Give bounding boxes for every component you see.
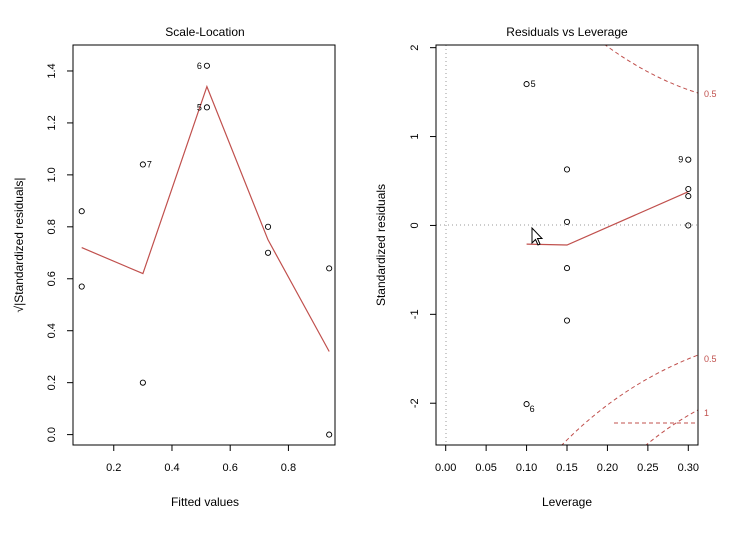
residuals-leverage-x-axis: 0.00 0.05 0.10 0.15 0.20 0.25 0.30: [435, 444, 699, 474]
scale-location-point: [326, 431, 333, 438]
scale-location-x-tick-label: 0.4: [164, 462, 179, 474]
scale-location-point: [139, 161, 146, 168]
scale-location-x-axis: 0.2 0.4 0.6 0.8: [106, 444, 296, 474]
scale-location-point: [203, 104, 210, 111]
scale-location-points: 7 6 5: [78, 61, 333, 438]
residuals-leverage-y-tick-label: 2: [409, 45, 421, 51]
residuals-leverage-point: [563, 218, 571, 225]
residuals-leverage-y-tick-label: -1: [409, 309, 421, 319]
residuals-leverage-x-tick-label: 0.05: [475, 462, 496, 474]
residuals-leverage-point: [685, 185, 692, 193]
residuals-leverage-x-tick-label: 0.20: [597, 462, 618, 474]
scale-location-x-tick-label: 0.8: [281, 462, 296, 474]
residuals-leverage-point: [523, 81, 530, 88]
residuals-leverage-point: [563, 265, 571, 272]
residuals-leverage-x-tick-label: 0.30: [678, 462, 699, 474]
scale-location-y-tick-label: 1.4: [46, 63, 58, 78]
scale-location-y-axis: 0.0 0.2 0.4 0.6 0.8 1.0 1.2 1.4: [46, 63, 74, 442]
scale-location-y-tick-label: 1.0: [46, 167, 58, 182]
scale-location-x-label: Fitted values: [171, 495, 239, 509]
residuals-leverage-y-tick-label: -2: [409, 398, 421, 408]
scale-location-frame: [72, 44, 336, 446]
residuals-leverage-x-tick-label: 0.25: [637, 462, 658, 474]
residuals-leverage-point: [685, 156, 692, 163]
scale-location-panel: Scale-Location 0.2 0.4 0.6 0.8 0.0 0.2 0.4 0.6…: [12, 25, 336, 509]
residuals-leverage-point: [563, 166, 571, 173]
scale-location-point-label: 6: [197, 61, 202, 71]
scale-location-x-tick-label: 0.2: [106, 462, 121, 474]
scale-location-y-tick-label: 0.4: [46, 323, 58, 338]
scale-location-y-tick-label: 0.0: [46, 427, 58, 442]
mouse-pointer-icon: [531, 226, 544, 246]
scale-location-title: Scale-Location: [165, 25, 244, 39]
scale-location-point: [139, 379, 146, 386]
cooks-distance-label-lower-0-5: 0.5: [704, 354, 717, 364]
residuals-leverage-y-axis: -2 -1 0 1 2: [409, 45, 437, 408]
residuals-leverage-x-tick-label: 0.15: [556, 462, 577, 474]
scale-location-point: [78, 283, 85, 290]
scale-location-point: [264, 223, 272, 230]
residuals-leverage-point-label: 9: [678, 155, 683, 165]
residuals-leverage-point: [563, 317, 571, 324]
residuals-leverage-y-tick-label: 1: [409, 133, 421, 139]
cooks-distance-label-upper-0-5: 0.5: [704, 89, 717, 99]
residuals-leverage-x-tick-label: 0.00: [435, 462, 456, 474]
scale-location-point: [264, 249, 272, 256]
scale-location-point: [78, 208, 85, 215]
residuals-leverage-point-label: 6: [530, 404, 535, 414]
residuals-leverage-point-label: 5: [531, 79, 536, 89]
cooks-distance-0-5-lower-curve: [561, 354, 698, 445]
residuals-leverage-title: Residuals vs Leverage: [506, 25, 628, 39]
scale-location-y-tick-label: 1.2: [46, 115, 58, 130]
cooks-distance-label-lower-1: 1: [704, 408, 709, 418]
scale-location-point: [203, 62, 210, 69]
scale-location-y-tick-label: 0.6: [46, 271, 58, 286]
residuals-leverage-point: [685, 222, 692, 229]
cooks-distance-0-5-upper-curve: [604, 45, 698, 94]
scale-location-y-label: √|Standardized residuals|: [12, 178, 26, 313]
residuals-leverage-points: 5 6 9: [523, 79, 692, 414]
scale-location-point-label: 7: [147, 159, 152, 169]
residuals-leverage-x-tick-label: 0.10: [516, 462, 537, 474]
scale-location-y-tick-label: 0.2: [46, 375, 58, 390]
residuals-leverage-panel: Residuals vs Leverage 0.5 1 0.5 0.00 0.05…: [374, 25, 717, 509]
residuals-leverage-point: [685, 193, 692, 200]
residuals-leverage-y-tick-label: 0: [409, 222, 421, 228]
cooks-distance-1-lower-curve: [645, 409, 698, 445]
scale-location-smooth-line: [81, 84, 330, 352]
residuals-leverage-smooth-line: [526, 191, 689, 246]
scale-location-y-tick-label: 0.8: [46, 219, 58, 234]
scale-location-point: [326, 265, 333, 272]
residuals-leverage-point: [523, 401, 530, 408]
scale-location-point-label: 5: [197, 102, 202, 112]
scale-location-x-tick-label: 0.6: [223, 462, 238, 474]
residuals-leverage-x-label: Leverage: [542, 495, 592, 509]
residuals-leverage-y-label: Standardized residuals: [374, 184, 388, 306]
